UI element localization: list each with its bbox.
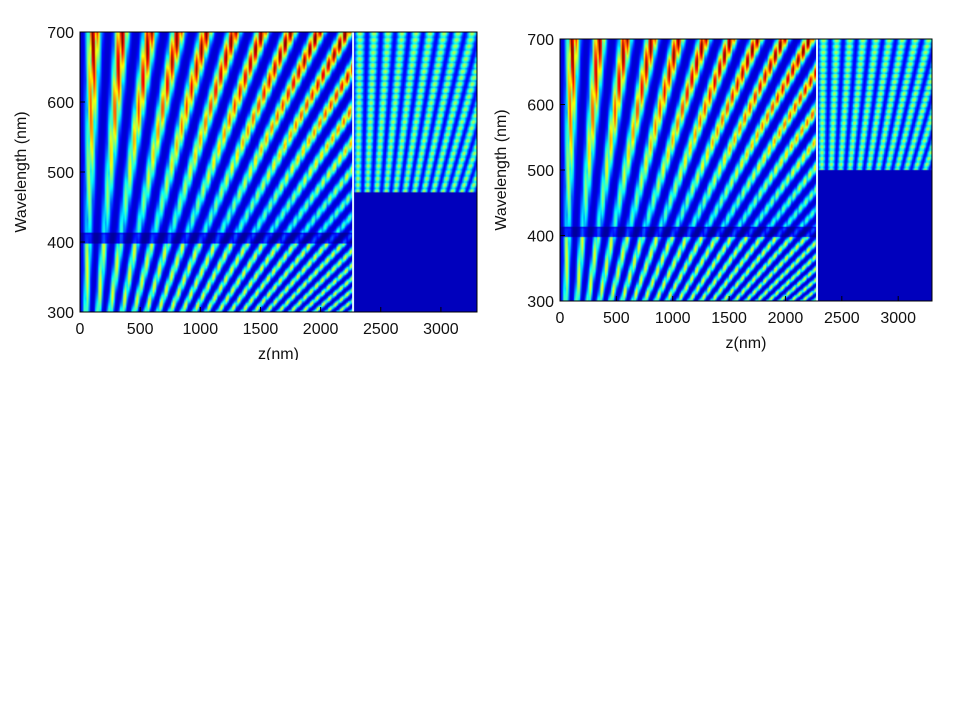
x-tick-label: 2500	[363, 321, 399, 338]
right-heatmap-panel: 0 500 1000 1500 2000 2500 3000 300 400 500 600 700 z…	[490, 0, 950, 360]
y-tick-label: 300	[527, 294, 554, 311]
y-tick-label: 700	[47, 25, 74, 42]
x-tick-label: 1500	[243, 321, 279, 338]
x-tick-label: 1000	[655, 310, 691, 327]
x-tick-label: 1000	[183, 321, 219, 338]
y-tick-label: 400	[527, 229, 554, 246]
x-tick-label: 0	[556, 310, 565, 327]
y-tick-label: 600	[527, 98, 554, 115]
y-tick-label: 700	[527, 32, 554, 49]
x-tick-label: 2000	[303, 321, 339, 338]
x-axis-label: z(nm)	[726, 335, 767, 352]
x-tick-label: 500	[603, 310, 630, 327]
x-tick-label: 1500	[711, 310, 747, 327]
y-axis-label: Wavelength (nm)	[13, 111, 30, 232]
y-tick-label: 400	[47, 235, 74, 252]
x-tick-label: 500	[127, 321, 154, 338]
y-tick-label: 300	[47, 305, 74, 322]
heatmap-field	[560, 39, 932, 301]
heatmap-field	[80, 32, 477, 312]
left-heatmap-panel: 0 500 1000 1500 2000 2500 3000 300 400 500 600 700 z…	[0, 0, 490, 360]
y-axis-label: Wavelength (nm)	[493, 109, 510, 230]
x-axis-label: z(nm)	[258, 346, 299, 360]
x-tick-label: 0	[76, 321, 85, 338]
y-tick-label: 600	[47, 95, 74, 112]
x-tick-label: 2000	[768, 310, 804, 327]
x-tick-label: 3000	[423, 321, 459, 338]
y-tick-label: 500	[47, 165, 74, 182]
left-heatmap-chart: 0 500 1000 1500 2000 2500 3000 300 400 500 600 700 z…	[13, 25, 478, 360]
x-tick-label: 2500	[824, 310, 860, 327]
x-tick-label: 3000	[880, 310, 916, 327]
right-heatmap-chart: 0 500 1000 1500 2000 2500 3000 300 400 500 600 700 z…	[493, 32, 933, 352]
y-tick-label: 500	[527, 163, 554, 180]
